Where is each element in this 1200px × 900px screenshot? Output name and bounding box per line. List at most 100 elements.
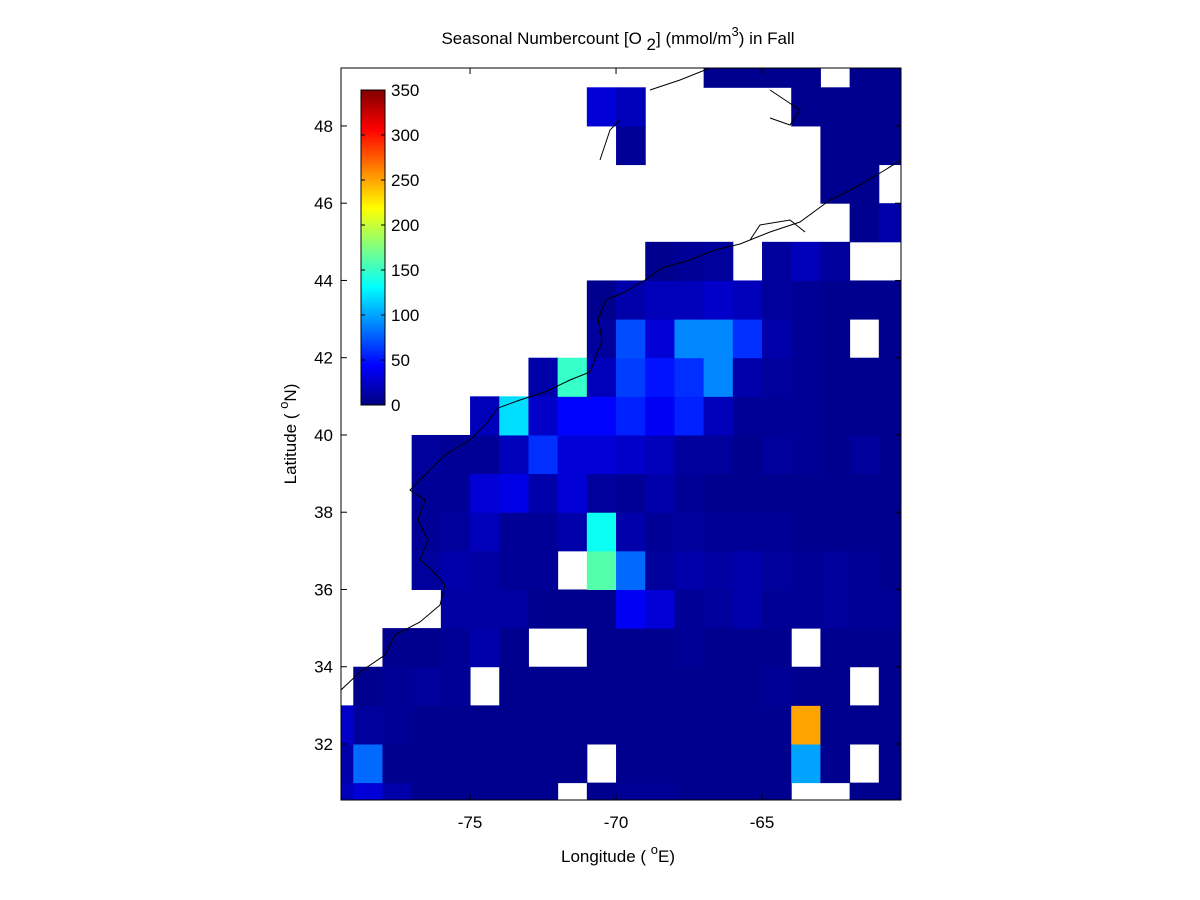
- heatmap-cell: [645, 241, 675, 281]
- heatmap-cell: [703, 434, 734, 475]
- heatmap-cell: [820, 125, 851, 166]
- heatmap-cell: [732, 705, 763, 745]
- heatmap-cell: [586, 782, 617, 800]
- heatmap-cell: [703, 396, 734, 436]
- heatmap-cell: [820, 241, 851, 281]
- y-tick-label: 32: [314, 735, 333, 754]
- heatmap-cell: [820, 473, 851, 513]
- heatmap-cell: [732, 782, 763, 800]
- heatmap-cell: [557, 743, 588, 784]
- heatmap-cell: [499, 589, 529, 629]
- heatmap-cell: [645, 434, 675, 475]
- heatmap: [341, 68, 901, 800]
- heatmap-cell: [470, 512, 500, 552]
- heatmap-cell: [645, 628, 675, 668]
- heatmap-cell: [411, 512, 442, 552]
- heatmap-cell: [674, 512, 705, 552]
- heatmap-cell: [820, 280, 851, 320]
- heatmap-cell: [586, 628, 617, 668]
- heatmap-cell: [616, 473, 646, 513]
- x-tick-label: -65: [750, 813, 775, 832]
- chart-title: Seasonal Numbercount [O 2] (mmol/m3) in …: [441, 24, 794, 54]
- heatmap-cell: [586, 473, 617, 513]
- heatmap-cell: [616, 357, 646, 397]
- colorbar-tick-label: 0: [391, 396, 400, 415]
- heatmap-cell: [470, 589, 500, 629]
- heatmap-cell: [820, 512, 851, 552]
- heatmap-cell: [411, 743, 442, 784]
- heatmap-cell: [703, 512, 734, 552]
- heatmap-cell: [586, 512, 617, 552]
- heatmap-cell: [762, 396, 792, 436]
- heatmap-cell: [820, 357, 851, 397]
- heatmap-cell: [586, 396, 617, 436]
- heatmap-cell: [528, 434, 559, 475]
- heatmap-cell: [586, 589, 617, 629]
- heatmap-cell: [499, 396, 529, 436]
- heatmap-cell: [849, 357, 880, 397]
- heatmap-cell: [703, 357, 734, 397]
- coastline: [341, 68, 901, 691]
- heatmap-cell: [732, 396, 763, 436]
- heatmap-cell: [499, 434, 529, 475]
- heatmap-cell: [703, 743, 734, 784]
- colorbar-tick-label: 350: [391, 81, 419, 100]
- colorbar-ticks: 0 50 100 150 200 250 300 350: [361, 81, 419, 415]
- heatmap-cell: [762, 241, 792, 281]
- heatmap-cell: [528, 396, 559, 436]
- heatmap-cell: [557, 434, 588, 475]
- heatmap-cell: [645, 396, 675, 436]
- heatmap-cell: [674, 357, 705, 397]
- heatmap-cell: [732, 434, 763, 475]
- label-part: N): [281, 384, 300, 402]
- heatmap-cell: [674, 628, 705, 668]
- x-tick-label: -70: [604, 813, 629, 832]
- axes: -75 -70 -65 32 34 36 38 40 42 44 46 48: [314, 68, 901, 832]
- heatmap-cell: [528, 589, 559, 629]
- y-tick-label: 44: [314, 271, 333, 290]
- heatmap-cell: [791, 589, 821, 629]
- heatmap-cell: [849, 125, 880, 166]
- heatmap-cell: [411, 666, 442, 706]
- heatmap-cell: [440, 743, 471, 784]
- label-superscript: o: [276, 402, 291, 409]
- heatmap-cell: [762, 589, 792, 629]
- heatmap-cell: [732, 473, 763, 513]
- heatmap-cell: [791, 705, 821, 745]
- heatmap-cell: [645, 705, 675, 745]
- heatmap-cell: [762, 280, 792, 320]
- heatmap-cell: [762, 705, 792, 745]
- heatmap-cell: [791, 743, 821, 784]
- heatmap-cell: [762, 473, 792, 513]
- heatmap-cell: [645, 473, 675, 513]
- y-tick-label: 42: [314, 349, 333, 368]
- heatmap-cell: [674, 396, 705, 436]
- heatmap-cell: [645, 280, 675, 320]
- heatmap-cell: [674, 550, 705, 590]
- plot-frame: [340, 67, 902, 801]
- heatmap-cell: [732, 628, 763, 668]
- heatmap-cell: [820, 743, 851, 784]
- heatmap-cell: [820, 666, 851, 706]
- label-part: Latitude (: [281, 409, 300, 485]
- heatmap-cell: [645, 743, 675, 784]
- heatmap-cell: [616, 87, 646, 127]
- heatmap-cell: [762, 357, 792, 397]
- heatmap-cell: [674, 666, 705, 706]
- heatmap-cell: [645, 357, 675, 397]
- heatmap-cell: [586, 666, 617, 706]
- heatmap-cell: [703, 241, 734, 281]
- heatmap-cell: [499, 705, 529, 745]
- heatmap-cell: [674, 319, 705, 359]
- heatmap-cell: [732, 666, 763, 706]
- heatmap-cell: [440, 473, 471, 513]
- heatmap-cell: [528, 512, 559, 552]
- heatmap-cell: [849, 782, 880, 800]
- heatmap-cell: [849, 705, 880, 745]
- heatmap-cell: [674, 743, 705, 784]
- heatmap-cell: [703, 666, 734, 706]
- heatmap-cell: [762, 743, 792, 784]
- heatmap-cell: [732, 357, 763, 397]
- title-subscript: 2: [647, 35, 656, 54]
- heatmap-cell: [528, 666, 559, 706]
